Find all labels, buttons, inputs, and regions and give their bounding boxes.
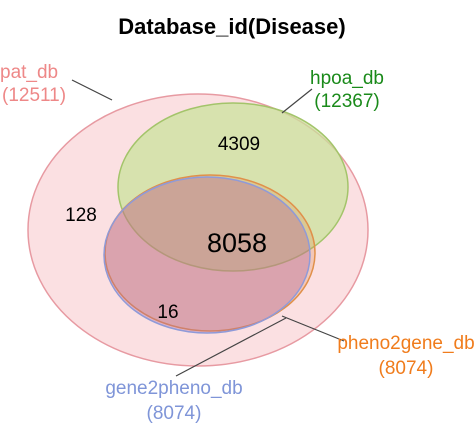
hpoa-db-size: (12367) [314,91,380,112]
pheno2gene-db-size: (8074) [379,358,434,379]
gene2pheno-db-ellipse [103,176,311,334]
diagram-title: Database_id(Disease) [118,14,345,39]
region-all-four-count: 8058 [207,228,267,258]
pheno2gene-db-leader [281,315,345,342]
hpoa-db-leader [281,88,313,114]
pheno2gene-db-label: pheno2gene_db [337,333,474,354]
region-pat-gene2pheno-pheno2gene-count: 16 [157,302,178,323]
gene2pheno-db-size: (8074) [147,403,202,424]
pat-db-leader [71,79,113,101]
pat-db-label: pat_db [0,62,58,83]
hpoa-db-ellipse [117,102,349,272]
pheno2gene-db-ellipse [104,174,316,332]
region-pat-hpoa-count: 4309 [218,134,260,155]
region-pat-only-count: 128 [65,205,97,226]
gene2pheno-db-label: gene2pheno_db [105,378,242,399]
pat-db-size: (12511) [2,85,66,106]
gene2pheno-db-leader [175,317,287,377]
hpoa-db-label: hpoa_db [310,68,384,89]
